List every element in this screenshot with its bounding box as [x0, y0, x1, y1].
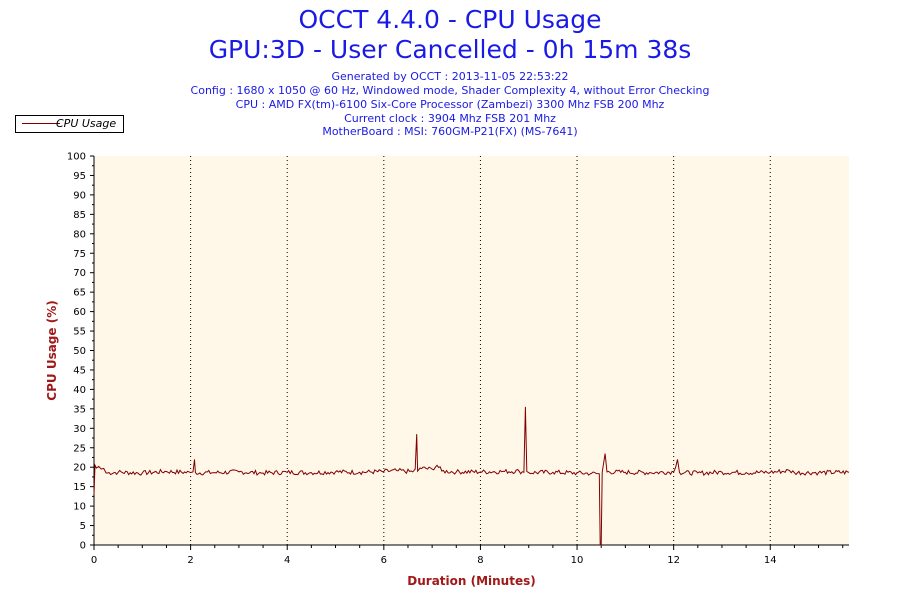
y-tick-label-50: 50 [73, 346, 86, 357]
y-tick-label-35: 35 [73, 404, 86, 415]
y-tick-label-55: 55 [73, 327, 86, 338]
info-motherboard: MotherBoard : MSI: 760GM-P21(FX) (MS-764… [322, 125, 578, 138]
y-tick-label-60: 60 [73, 307, 86, 318]
info-generated: Generated by OCCT : 2013-11-05 22:53:22 [331, 70, 569, 83]
x-tick-label-2: 2 [187, 555, 193, 566]
x-tick-label-8: 8 [477, 555, 483, 566]
legend-label-cpu-usage: CPU Usage [56, 117, 117, 130]
y-tick-label-90: 90 [73, 190, 86, 201]
chart-title: OCCT 4.4.0 - CPU Usage [298, 5, 602, 34]
y-tick-label-85: 85 [73, 210, 86, 221]
y-tick-label-65: 65 [73, 288, 86, 299]
x-tick-label-12: 12 [667, 555, 680, 566]
y-tick-label-95: 95 [73, 171, 86, 182]
y-tick-label-25: 25 [73, 443, 86, 454]
series-line-cpu-usage [93, 406, 850, 546]
y-tick-label-100: 100 [67, 152, 86, 163]
x-tick-label-4: 4 [284, 555, 290, 566]
info-current-clock: Current clock : 3904 Mhz FSB 201 Mhz [344, 112, 556, 125]
info-cpu: CPU : AMD FX(tm)-6100 Six-Core Processor… [235, 98, 665, 111]
y-axis-label: CPU Usage (%) [45, 300, 59, 400]
legend-swatch-cpu-usage [22, 123, 60, 124]
y-tick-label-5: 5 [80, 521, 86, 532]
x-tick-label-14: 14 [764, 555, 777, 566]
y-tick-label-80: 80 [73, 229, 86, 240]
y-tick-label-70: 70 [73, 268, 86, 279]
info-config: Config : 1680 x 1050 @ 60 Hz, Windowed m… [190, 84, 710, 97]
y-tick-label-45: 45 [73, 365, 86, 376]
y-tick-label-10: 10 [73, 502, 86, 513]
x-tick-label-10: 10 [571, 555, 584, 566]
x-tick-label-0: 0 [91, 555, 97, 566]
y-tick-label-40: 40 [73, 385, 86, 396]
y-tick-label-0: 0 [80, 541, 86, 552]
chart-legend: CPU Usage [15, 115, 124, 133]
y-tick-label-30: 30 [73, 424, 86, 435]
y-tick-label-75: 75 [73, 249, 86, 260]
x-tick-label-6: 6 [381, 555, 387, 566]
y-tick-label-20: 20 [73, 463, 86, 474]
y-tick-label-15: 15 [73, 482, 86, 493]
chart-subtitle: GPU:3D - User Cancelled - 0h 15m 38s [208, 35, 692, 64]
plot-area [94, 156, 849, 545]
x-axis-label: Duration (Minutes) [407, 574, 535, 588]
